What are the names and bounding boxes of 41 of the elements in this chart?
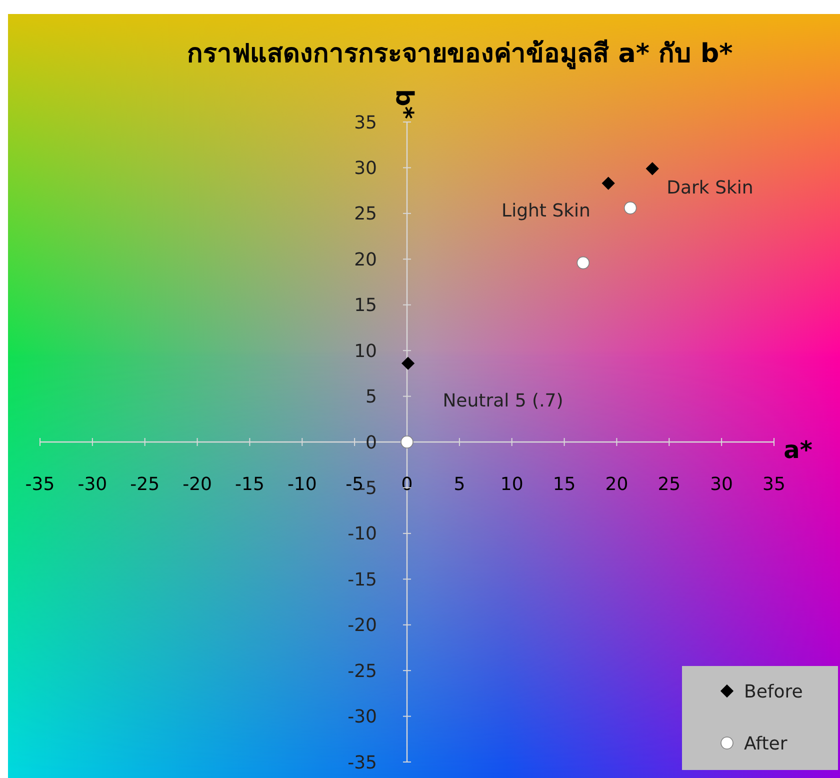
y-tick-label: -35: [348, 752, 377, 774]
x-tick-label: 5: [454, 474, 466, 495]
legend-label: Before: [744, 681, 803, 702]
y-tick-label: 30: [354, 158, 377, 180]
point: [576, 256, 590, 270]
annotation: Light Skin: [502, 200, 590, 222]
point: [646, 162, 659, 176]
x-tick-label: 10: [500, 474, 524, 495]
x-tick-label: -10: [287, 474, 317, 495]
y-tick-label: 15: [354, 295, 377, 316]
y-axis-title: b*: [390, 89, 419, 120]
y-tick-label: 5: [366, 386, 377, 408]
y-tick-label: 20: [354, 249, 377, 270]
point: [400, 436, 414, 448]
y-tick-label: 35: [354, 112, 377, 134]
x-tick-label: 20: [605, 474, 628, 495]
x-tick-label: 25: [658, 474, 681, 495]
point: [624, 202, 637, 214]
x-tick-label: 0: [401, 474, 413, 495]
x-tick-label: -20: [182, 474, 212, 495]
x-tick-label: -25: [130, 474, 160, 495]
y-tick-label: -20: [348, 615, 377, 636]
x-axis-title: a*: [784, 436, 813, 464]
x-tick-label: -30: [78, 474, 108, 495]
y-tick-label: -30: [348, 706, 377, 728]
y-tick-label: 10: [354, 340, 377, 362]
annotation: Dark Skin: [666, 177, 754, 198]
y-tick-label: -10: [348, 524, 377, 545]
x-tick-label: 30: [710, 474, 734, 495]
y-tick-label: -25: [348, 660, 377, 682]
chart-title: กราฟแสดงการกระจายของค่าข้อมูลสี a* กับ b*: [187, 39, 734, 70]
x-tick-label: 15: [552, 474, 576, 495]
y-tick-label: -15: [348, 569, 377, 590]
annotation: Neutral 5 (.7): [442, 390, 564, 412]
x-tick-label: 35: [762, 474, 786, 495]
x-tick-label: -35: [25, 474, 55, 495]
point: [602, 176, 615, 190]
legend-label: After: [744, 733, 788, 754]
point: [402, 356, 414, 370]
y-tick-label: 25: [354, 204, 377, 225]
x-tick-label: -15: [235, 474, 264, 495]
